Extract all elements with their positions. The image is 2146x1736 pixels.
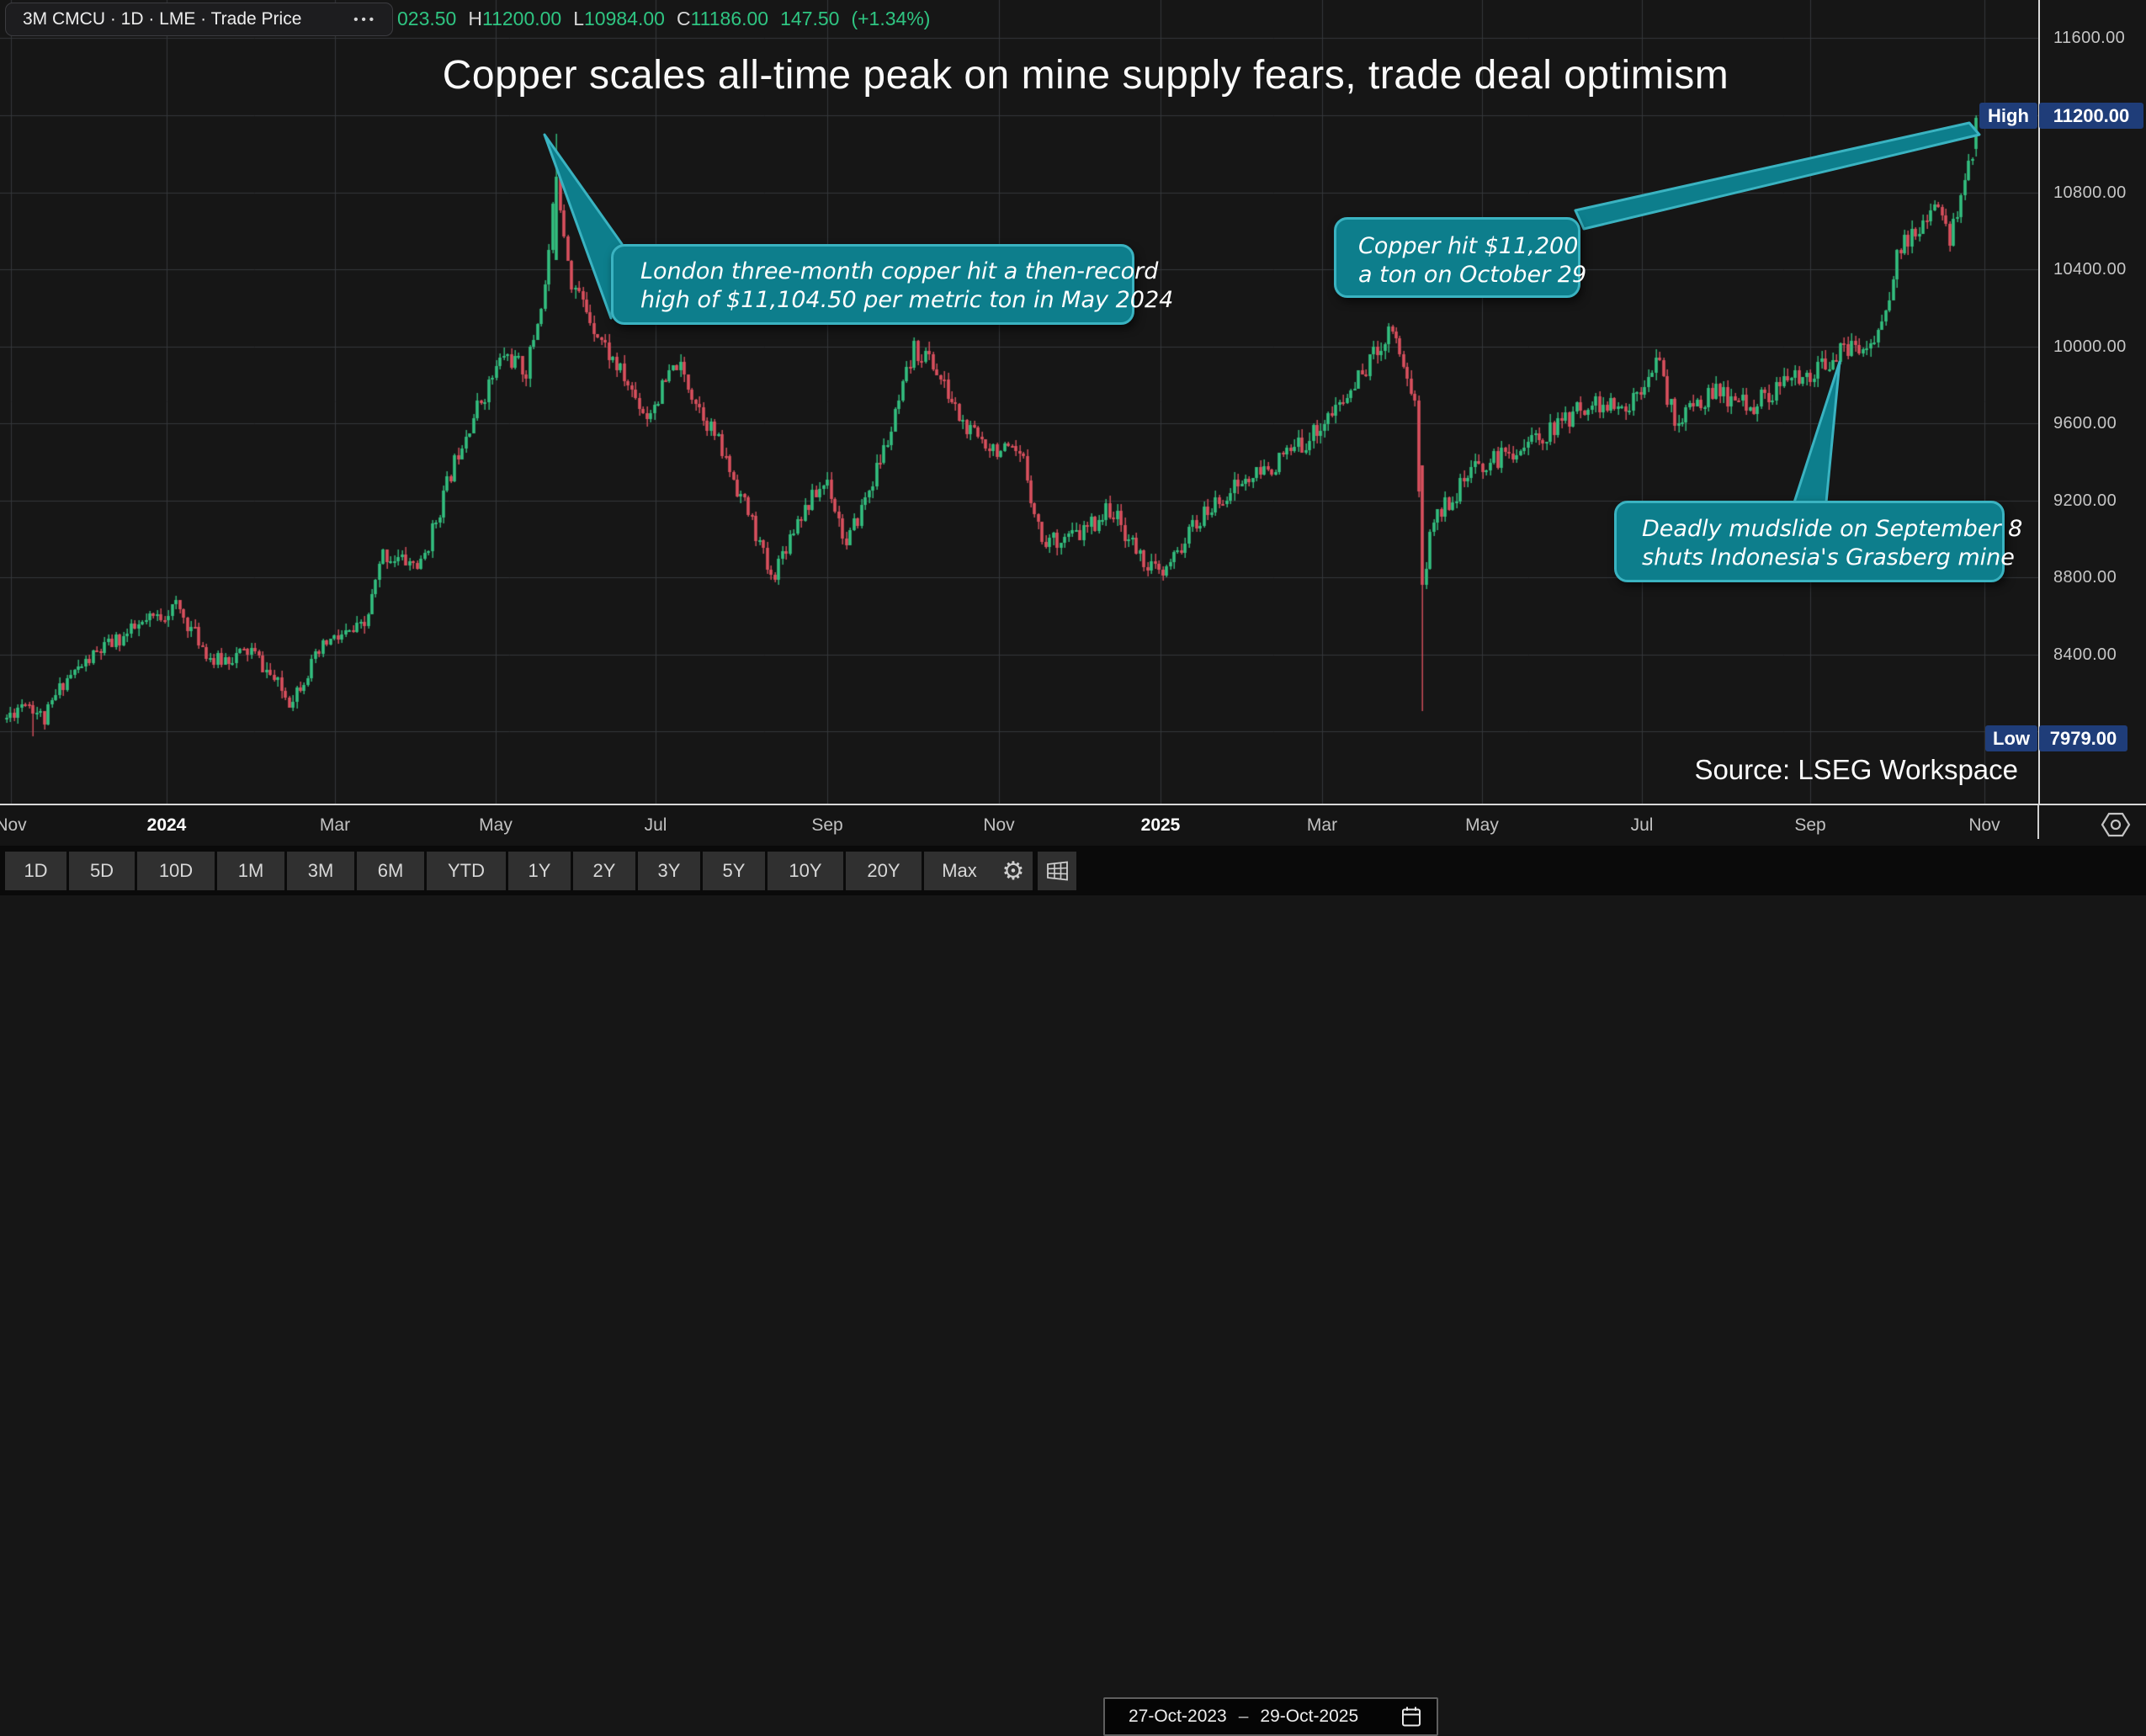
range-button-2y[interactable]: 2Y	[573, 852, 635, 890]
time-tick-label: Sep	[1794, 815, 1826, 835]
more-menu-icon[interactable]: •••	[353, 12, 377, 27]
range-button-1m[interactable]: 1M	[217, 852, 284, 890]
price-tick-label: 9600.00	[2053, 414, 2117, 433]
price-tick-label: 10800.00	[2053, 183, 2127, 202]
price-tick-label: 9200.00	[2053, 491, 2117, 510]
chart-title: Copper scales all-time peak on mine supp…	[442, 53, 1729, 98]
callout-text-line: Deadly mudslide on September 8	[1642, 516, 2023, 542]
range-button-group: 1D 5D 10D 1M 3M 6M YTD 1Y 2Y 3Y 5Y 10Y 20Y Max	[5, 852, 995, 890]
chart-settings-button[interactable]: ⚙	[994, 852, 1033, 890]
time-tick-label: Nov	[1968, 815, 2000, 835]
callout-text-line: high of $11,104.50 per metric ton in May…	[640, 287, 1174, 313]
low-value: 10984.00	[584, 8, 665, 29]
price-tick-label: 8400.00	[2053, 645, 2117, 664]
range-button-max[interactable]: Max	[924, 852, 995, 890]
callout-grasberg-mudslide[interactable]: Deadly mudslide on September 8 shuts Indo…	[1614, 501, 2023, 582]
time-tick-label: 2024	[146, 815, 187, 835]
axis-corner-divider	[2037, 805, 2039, 839]
callout-text-line: shuts Indonesia's Grasberg mine	[1642, 544, 2015, 571]
time-axis[interactable]: Nov 2024 Mar May Jul Sep Nov 2025 Mar May Jul Sep No…	[0, 804, 2146, 846]
range-button-1d[interactable]: 1D	[5, 852, 66, 890]
range-button-1y[interactable]: 1Y	[508, 852, 571, 890]
date-to: 29-Oct-2025	[1260, 1707, 1359, 1726]
range-button-20y[interactable]: 20Y	[846, 852, 922, 890]
price-tick-label: 10400.00	[2053, 260, 2127, 279]
low-badge-value: 7979.00	[2039, 725, 2127, 751]
time-tick-label: 2025	[1140, 815, 1181, 835]
data-table-button[interactable]	[1038, 852, 1076, 890]
instrument-label: 3M CMCU · 1D · LME · Trade Price	[23, 9, 302, 29]
open-value-partial: 023.50	[397, 8, 457, 29]
price-tick-label: 10000.00	[2053, 337, 2127, 356]
callout-october-29-record[interactable]: Copper hit $11,200 a ton on October 29	[1334, 217, 1587, 298]
range-button-10d[interactable]: 10D	[137, 852, 215, 890]
price-axis[interactable]: 11600.00 10800.00 10400.00 10000.00 9600.00 9…	[2038, 0, 2146, 804]
calendar-icon	[1402, 1707, 1421, 1727]
close-value: 11186.00	[690, 8, 769, 29]
lseg-watermark-icon	[2101, 812, 2131, 837]
callout-text-line: Copper hit $11,200	[1358, 233, 1579, 259]
change-value: 147.50	[780, 8, 840, 29]
instrument-chip[interactable]: 3M CMCU · 1D · LME · Trade Price •••	[5, 3, 393, 36]
range-button-3y[interactable]: 3Y	[638, 852, 700, 890]
callout-text-line: a ton on October 29	[1358, 262, 1587, 288]
time-tick-label: Nov	[0, 815, 27, 835]
time-tick-label: May	[1465, 815, 1499, 835]
low-badge-label: Low	[1985, 725, 2037, 751]
price-tick-label: 11600.00	[2053, 29, 2126, 48]
time-tick-label: Nov	[983, 815, 1015, 835]
time-tick-label: May	[479, 815, 513, 835]
change-percent: (+1.34%)	[851, 8, 931, 29]
callout-may-2024-record[interactable]: London three-month copper hit a then-rec…	[611, 244, 1174, 325]
high-badge-label: High	[1979, 103, 2037, 129]
table-icon	[1047, 861, 1068, 881]
high-value: 11200.00	[481, 8, 562, 29]
gear-icon: ⚙	[1001, 857, 1025, 885]
time-tick-label: Mar	[1306, 815, 1338, 835]
candlestick-chart[interactable]	[0, 0, 2038, 804]
high-label: H	[468, 8, 482, 29]
time-tick-label: Jul	[644, 815, 667, 835]
ohlc-readout: 023.50 H11200.00 L10984.00 C11186.00 147.50 (…	[397, 8, 930, 30]
time-tick-label: Mar	[319, 815, 351, 835]
high-price-badge: High 11200.00	[1979, 103, 2143, 129]
range-button-6m[interactable]: 6M	[357, 852, 424, 890]
date-separator: –	[1238, 1707, 1249, 1726]
date-range-picker[interactable]: 27-Oct-2023 – 29-Oct-2025	[1103, 1697, 1438, 1736]
low-price-badge: Low 7979.00	[1985, 725, 2127, 751]
callout-text-line: London three-month copper hit a then-rec…	[640, 258, 1159, 284]
range-button-10y[interactable]: 10Y	[768, 852, 843, 890]
date-from: 27-Oct-2023	[1129, 1707, 1227, 1726]
range-button-5d[interactable]: 5D	[69, 852, 135, 890]
time-tick-label: Jul	[1630, 815, 1654, 835]
source-attribution: Source: LSEG Workspace	[1694, 754, 2018, 785]
low-label: L	[573, 8, 585, 29]
bottom-toolbar: 1D 5D 10D 1M 3M 6M YTD 1Y 2Y 3Y 5Y 10Y 20Y Max ⚙ 27-O…	[0, 846, 2146, 1736]
range-button-3m[interactable]: 3M	[287, 852, 354, 890]
range-button-5y[interactable]: 5Y	[703, 852, 765, 890]
high-badge-value: 11200.00	[2039, 103, 2143, 129]
time-tick-label: Sep	[811, 815, 843, 835]
range-button-ytd[interactable]: YTD	[427, 852, 506, 890]
price-tick-label: 8800.00	[2053, 568, 2117, 587]
close-label: C	[676, 8, 691, 29]
